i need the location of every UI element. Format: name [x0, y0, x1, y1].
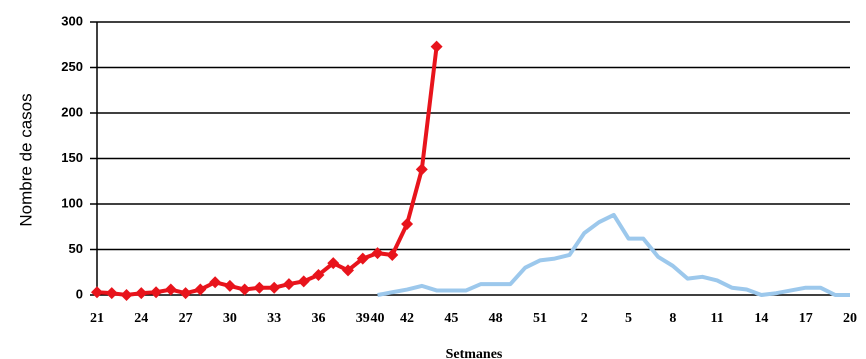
x-tick-label: 20: [843, 311, 857, 326]
marker: [342, 264, 354, 277]
marker: [194, 283, 207, 296]
x-tick-label: 48: [489, 311, 503, 326]
x-tick-label: 42: [400, 311, 414, 326]
marker: [327, 257, 340, 270]
y-tick-label: 250: [61, 59, 83, 74]
marker: [209, 276, 222, 289]
x-tick-label: 17: [799, 311, 813, 326]
marker: [135, 287, 148, 300]
x-tick-label: 30: [223, 311, 237, 326]
x-tick-label: 39: [356, 311, 370, 326]
marker: [105, 287, 118, 300]
marker: [179, 287, 192, 300]
y-axis-label: Nombre de casos: [16, 93, 35, 226]
x-tick-label: 40: [371, 311, 385, 326]
x-tick-label: 24: [134, 311, 148, 326]
marker: [401, 218, 414, 231]
marker: [164, 283, 177, 296]
marker: [282, 278, 295, 291]
x-tick-label: 21: [90, 311, 104, 326]
x-tick-label: 11: [711, 311, 724, 326]
x-tick-label: 2: [581, 311, 588, 326]
marker: [297, 275, 310, 288]
x-axis-label: Setmanes: [446, 347, 503, 359]
series-line: [96, 46, 439, 297]
x-tick-label: 14: [754, 311, 768, 326]
marker: [312, 268, 325, 281]
x-tick-label: 36: [311, 311, 325, 326]
y-tick-label: 50: [69, 241, 83, 256]
x-tick-label: 27: [179, 311, 193, 326]
marker: [223, 279, 236, 292]
x-tick-label: 51: [533, 311, 547, 326]
marker: [253, 281, 266, 294]
marker: [430, 40, 443, 53]
series-line: [377, 212, 850, 297]
marker: [238, 283, 251, 296]
marker: [356, 252, 369, 265]
marker: [120, 289, 133, 301]
marker: [386, 248, 399, 261]
y-tick-label: 100: [61, 195, 83, 210]
y-tick-label: 0: [76, 286, 83, 301]
y-tick-label: 200: [61, 104, 83, 119]
marker: [371, 247, 384, 260]
marker: [268, 281, 281, 294]
y-tick-label: 150: [61, 150, 83, 165]
y-tick-label: 300: [61, 13, 83, 28]
x-tick-label: 33: [267, 311, 281, 326]
x-tick-label: 8: [669, 311, 676, 326]
x-tick-label: 5: [625, 311, 632, 326]
marker: [91, 286, 103, 299]
marker: [415, 163, 428, 176]
marker: [150, 286, 163, 299]
x-tick-label: 45: [444, 311, 458, 326]
